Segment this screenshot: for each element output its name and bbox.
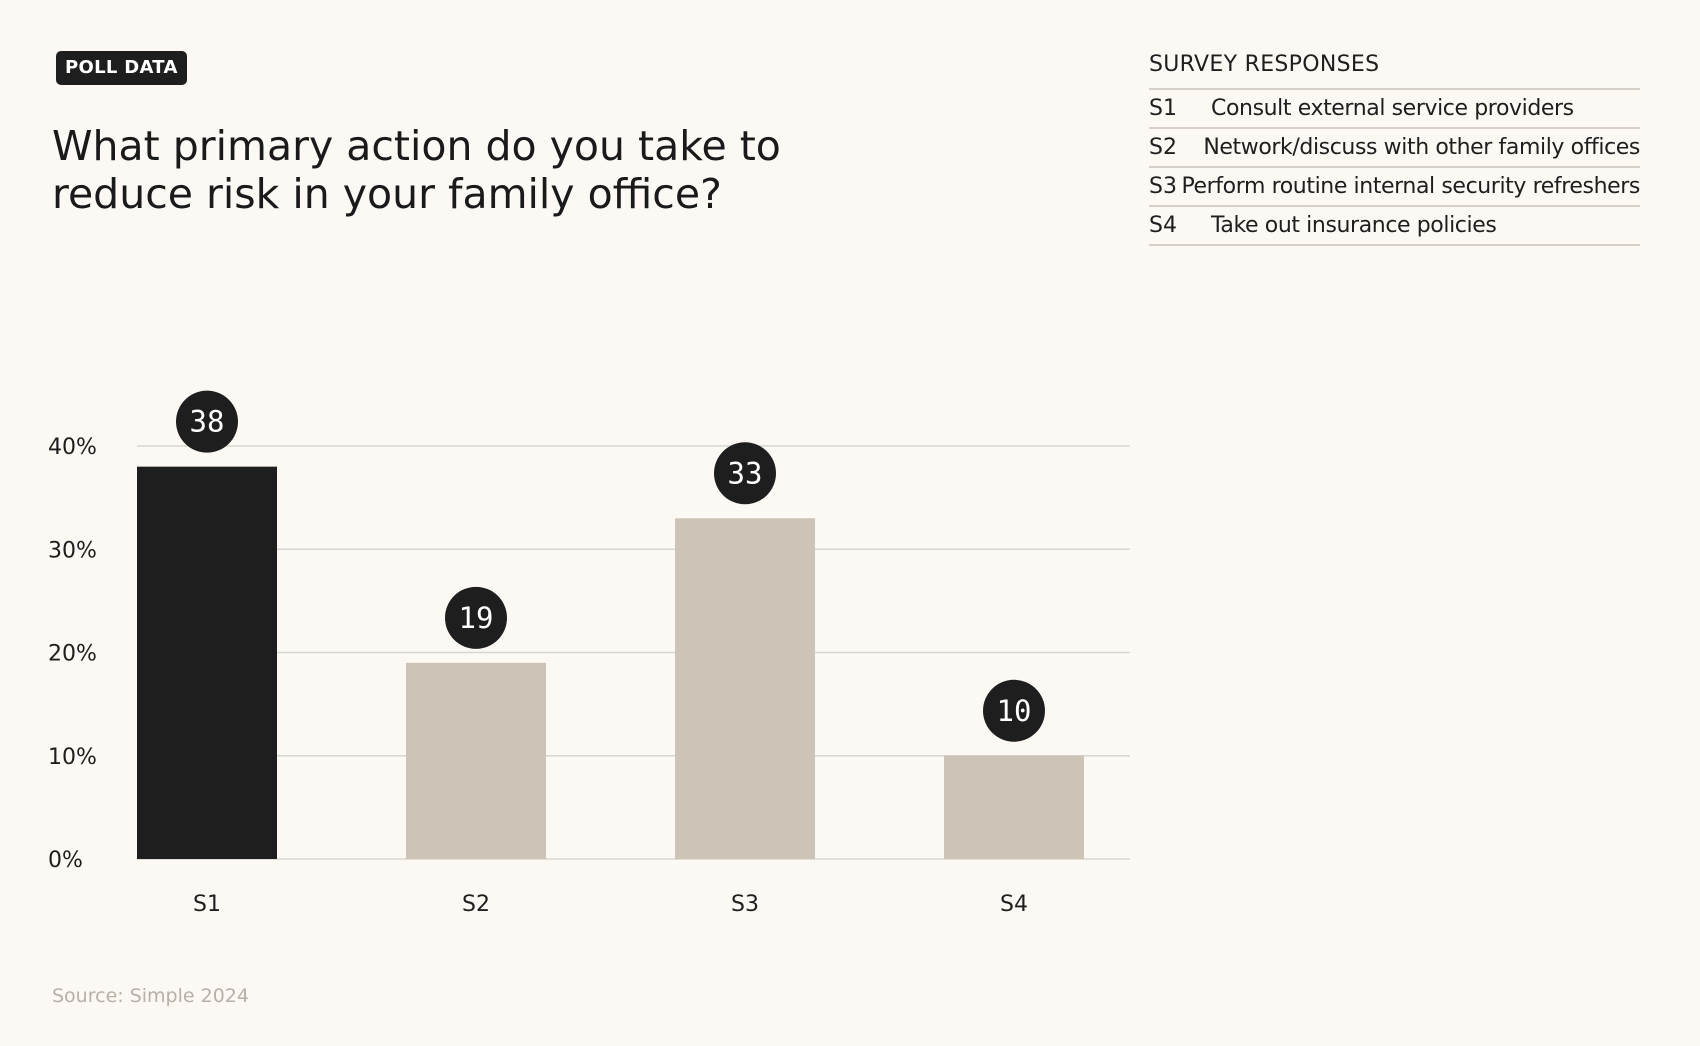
y-tick-label: 0% (48, 848, 83, 873)
data-label: 19 (459, 601, 494, 635)
data-label-bubble (983, 679, 1045, 742)
legend-key: S3 (1149, 174, 1177, 199)
legend-row-s2: S2 Network/discuss with other family off… (1149, 129, 1640, 168)
x-tick-label: S1 (193, 892, 221, 917)
bar-s1 (137, 466, 277, 859)
legend-row-s4: S4 Take out insurance policies (1149, 207, 1640, 246)
data-label: 33 (728, 456, 763, 490)
x-tick-label: S4 (1000, 892, 1028, 917)
y-tick-label: 40% (48, 435, 97, 460)
y-tick-label: 20% (48, 642, 97, 667)
source-note: Source: Simple 2024 (52, 985, 249, 1007)
poll-data-badge: POLL DATA (56, 51, 187, 85)
data-label-bubble (176, 390, 238, 453)
data-label: 38 (190, 405, 225, 439)
y-tick-label: 10% (48, 745, 97, 770)
x-tick-label: S3 (731, 892, 759, 917)
legend-key: S2 (1149, 135, 1177, 160)
y-tick-label: 30% (48, 538, 97, 563)
legend-key: S4 (1149, 213, 1177, 238)
legend-label: Network/discuss with other family office… (1203, 135, 1640, 160)
data-label-bubble (714, 442, 776, 505)
legend-key: S1 (1149, 96, 1177, 121)
bar-s2 (406, 662, 546, 859)
survey-responses-legend: SURVEY RESPONSES S1 Consult external ser… (1149, 48, 1640, 246)
legend-label: Perform routine internal security refres… (1181, 174, 1640, 199)
legend-title: SURVEY RESPONSES (1149, 48, 1640, 90)
legend-label: Take out insurance policies (1211, 213, 1497, 238)
legend-row-s1: S1 Consult external service providers (1149, 90, 1640, 129)
x-tick-label: S2 (462, 892, 490, 917)
bar-s4 (944, 755, 1084, 859)
data-label: 10 (997, 694, 1032, 728)
bar-s3 (675, 518, 815, 859)
chart-title: What primary action do you take to reduc… (52, 122, 781, 218)
data-label-bubble (445, 586, 507, 649)
legend-label: Consult external service providers (1211, 96, 1574, 121)
legend-row-s3: S3 Perform routine internal security ref… (1149, 168, 1640, 207)
